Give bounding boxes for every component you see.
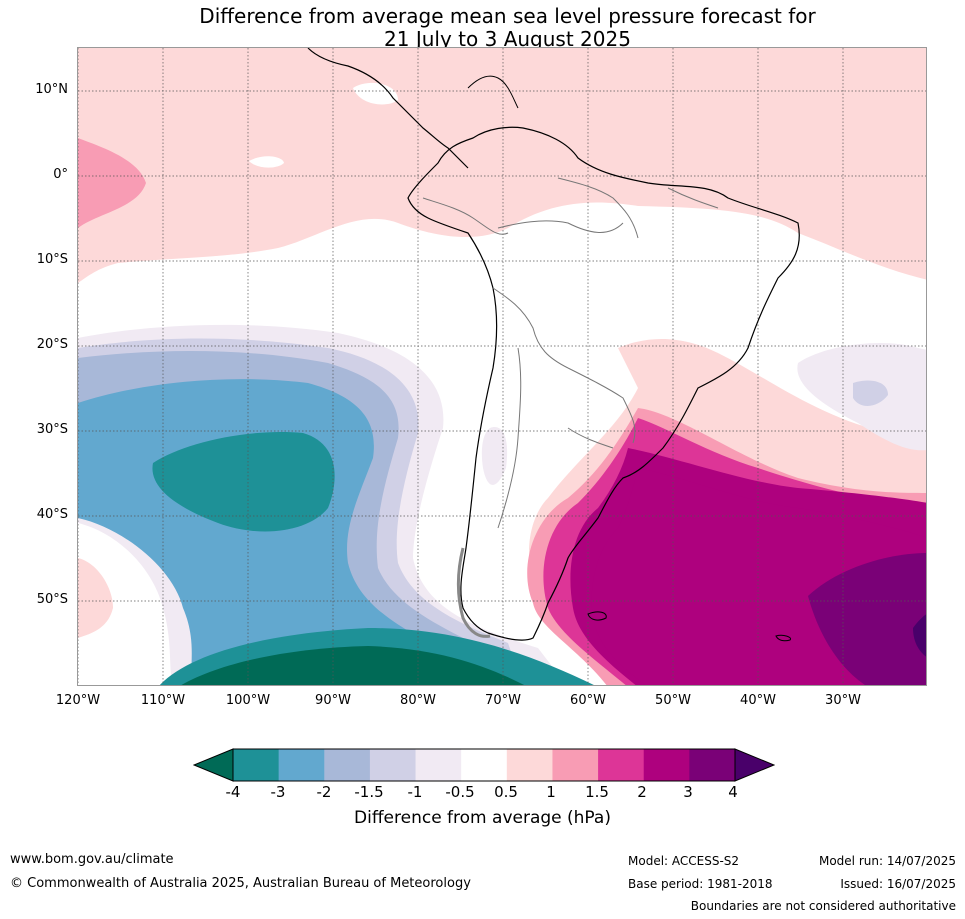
lon-label-50w: 50°W	[655, 693, 691, 708]
colorbar-swatch	[552, 749, 599, 781]
pressure-anomaly-map	[77, 47, 927, 686]
colorbar-extend-high	[734, 748, 776, 782]
country-borders	[422, 177, 719, 529]
lon-label-80w: 80°W	[400, 693, 436, 708]
colorbar-swatch	[369, 749, 417, 781]
lat-label-20s: 20°S	[36, 337, 68, 352]
lat-label-30s: 30°S	[36, 422, 68, 437]
lon-label-120w: 120°W	[55, 693, 101, 708]
caribbean-coast	[467, 75, 519, 109]
colorbar-tick: 4	[728, 783, 738, 801]
copyright-text: © Commonwealth of Australia 2025, Austra…	[10, 876, 471, 891]
base-period: Base period: 1981-2018	[628, 877, 773, 891]
colorbar-tick: -1	[407, 783, 423, 801]
lon-label-110w: 110°W	[140, 693, 186, 708]
colorbar-swatch	[506, 749, 553, 781]
falkland-islands	[587, 611, 607, 621]
central-america-coastline	[307, 48, 469, 169]
colorbar-tick: -1.5	[354, 783, 384, 801]
contour-4-east	[913, 614, 926, 657]
contour-1-equator-west	[78, 138, 146, 228]
colorbar-tick: 3	[683, 783, 693, 801]
colorbar-tick: -0.5	[445, 783, 475, 801]
lat-label-10n: 10°N	[35, 82, 68, 97]
lon-label-40w: 40°W	[740, 693, 776, 708]
contour-neg3-west	[152, 432, 335, 532]
south-georgia	[775, 634, 792, 642]
colorbar-label: Difference from average (hPa)	[354, 808, 611, 828]
chile-fjords	[456, 547, 491, 638]
issued-date: Issued: 16/07/2025	[840, 877, 956, 891]
colorbar-tick: -4	[225, 783, 241, 801]
colorbar-swatch	[415, 749, 462, 781]
contour-white-blob-2	[353, 82, 398, 105]
contour-neg1-east	[853, 380, 888, 406]
colorbar-tick: -2	[316, 783, 332, 801]
lon-label-100w: 100°W	[225, 693, 271, 708]
lat-label-50s: 50°S	[36, 592, 68, 607]
lat-label-0: 0°	[53, 167, 68, 182]
colorbar-border	[232, 748, 736, 782]
contour-white-sw-2	[78, 523, 173, 685]
lon-label-30w: 30°W	[825, 693, 861, 708]
colorbar-swatch	[278, 749, 325, 781]
contour-pink-sw	[78, 558, 113, 638]
south-america-coastline	[407, 126, 800, 641]
boundaries-disclaimer: Boundaries are not considered authoritat…	[690, 899, 956, 913]
lon-label-90w: 90°W	[315, 693, 351, 708]
colorbar-swatch	[689, 749, 736, 781]
map-title: Difference from average mean sea level p…	[0, 5, 965, 51]
lat-label-40s: 40°S	[36, 507, 68, 522]
contour-white-blob-1	[249, 156, 284, 168]
contour-3-east	[808, 553, 926, 685]
colorbar-tick: 1	[546, 783, 556, 801]
colorbar-swatches	[192, 748, 776, 782]
map-canvas	[78, 48, 926, 685]
model-run-date: Model run: 14/07/2025	[818, 854, 956, 868]
title-line-2: 21 July to 3 August 2025	[384, 27, 631, 51]
colorbar-swatch	[233, 749, 280, 781]
colorbar-swatch	[324, 749, 371, 781]
model-name: Model: ACCESS-S2	[628, 854, 740, 868]
title-line-1: Difference from average mean sea level p…	[199, 4, 816, 28]
graticule	[78, 48, 926, 685]
colorbar-swatch	[598, 749, 645, 781]
contour-0.5-north	[78, 48, 926, 283]
colorbar	[192, 748, 776, 786]
colorbar-tick: 2	[637, 783, 647, 801]
colorbar-extend-low	[192, 748, 234, 782]
colorbar-swatch	[461, 749, 508, 781]
website-link[interactable]: www.bom.gov.au/climate	[10, 852, 174, 867]
lat-label-10s: 10°S	[36, 252, 68, 267]
colorbar-tick: 0.5	[494, 783, 518, 801]
colorbar-swatch	[643, 749, 690, 781]
contour-neg0.5-chile	[481, 427, 508, 485]
colorbar-tick: -3	[270, 783, 286, 801]
lon-label-60w: 60°W	[570, 693, 606, 708]
contour-neg4-south	[181, 646, 525, 685]
lon-label-70w: 70°W	[485, 693, 521, 708]
colorbar-tick: 1.5	[585, 783, 609, 801]
